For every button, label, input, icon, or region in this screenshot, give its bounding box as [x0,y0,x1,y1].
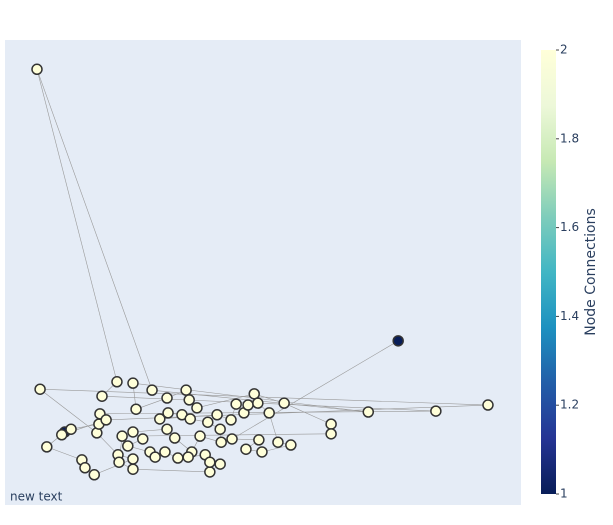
colorbar [541,50,556,494]
node [211,409,223,421]
node [41,441,53,453]
node [56,429,68,441]
node [116,430,128,442]
colorbar-tick-label: 1.2 [560,398,579,412]
node [161,423,173,435]
node [204,466,216,478]
edge [36,69,118,382]
node [252,397,264,409]
node [225,414,237,426]
node [180,384,192,396]
node [130,403,142,415]
node [242,399,254,411]
node [161,392,173,404]
node [162,407,174,419]
edge [46,446,82,461]
node [240,443,252,455]
node [146,384,158,396]
node [34,383,46,395]
node [194,430,206,442]
colorbar-tick-label: 1 [560,487,568,501]
node [182,451,194,463]
node [230,398,242,410]
edge [94,458,134,476]
node [183,394,195,406]
node [79,462,91,474]
node [278,397,290,409]
node [191,402,203,414]
annotation: new text [10,490,63,504]
node [100,414,112,426]
node [272,436,284,448]
node [482,399,494,411]
node [256,446,268,458]
node [127,426,139,438]
node [172,452,184,464]
node [263,407,275,419]
node [111,376,123,388]
node [96,390,108,402]
colorbar-tick-label: 1.8 [560,131,579,145]
edge [196,393,255,409]
node [215,436,227,448]
node [122,440,134,452]
edge [36,69,153,391]
node [362,406,375,418]
node [88,469,101,481]
node [127,453,139,465]
edge [231,340,399,440]
node [127,377,139,389]
node [253,434,265,446]
node [137,433,149,445]
colorbar-tick-label: 1.4 [560,309,579,323]
node [285,439,297,451]
node [31,63,43,76]
colorbar-tick-label: 1.6 [560,220,579,234]
edge [39,388,98,434]
colorbar-tick-label: 2 [560,43,568,57]
node [149,451,161,463]
node [214,423,226,435]
node [392,335,404,347]
edge [101,395,436,412]
node [113,456,125,468]
node [214,458,226,470]
node [248,388,260,400]
node [159,446,171,458]
node [127,463,139,475]
plot-area [5,40,521,505]
node [65,423,77,435]
node [325,418,337,430]
node [325,428,337,440]
node [169,432,181,444]
node [184,413,196,425]
edge [122,433,332,437]
node [226,433,238,445]
colorbar-title: Node Connections [583,208,599,336]
node [202,416,214,428]
edge [132,468,210,473]
node [430,405,442,417]
node [204,456,216,468]
node [154,413,166,425]
edge [284,402,332,425]
